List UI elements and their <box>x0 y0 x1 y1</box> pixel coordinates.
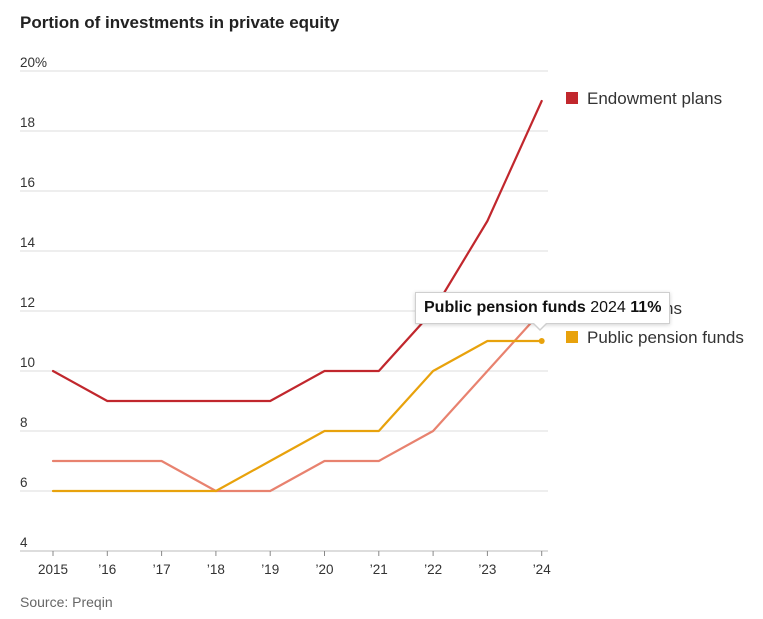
hover-tooltip: Public pension funds 2024 11% <box>415 292 671 324</box>
x-tick-label: ’19 <box>261 562 279 577</box>
y-tick-label: 6 <box>20 475 28 490</box>
y-tick-label: 12 <box>20 295 35 310</box>
legend-swatch <box>566 331 578 343</box>
series-line <box>51 309 543 493</box>
y-tick-label: 18 <box>20 115 35 130</box>
source-note: Source: Preqin <box>20 594 113 610</box>
y-tick-label: 8 <box>20 415 28 430</box>
tooltip-series: Public pension funds <box>424 299 586 316</box>
legend-swatch <box>566 92 578 104</box>
chart-title: Portion of investments in private equity <box>20 13 340 32</box>
x-tick-label: ’20 <box>315 562 333 577</box>
gridlines <box>20 70 548 552</box>
series-line <box>51 339 543 493</box>
y-axis-ticks: 20% 18 16 14 12 10 8 6 4 <box>20 55 47 550</box>
x-tick-label: ’22 <box>424 562 442 577</box>
x-axis-ticks: 2015 ’16 ’17 ’18 ’19 ’20 ’21 ’22 ’23 ’24 <box>38 551 551 577</box>
y-tick-label: 14 <box>20 235 36 250</box>
legend-label: Public pension funds <box>587 328 744 347</box>
hover-point <box>538 338 545 344</box>
series-lines <box>51 99 545 493</box>
series-line <box>51 99 543 403</box>
y-tick-label: 10 <box>20 355 35 370</box>
tooltip-value: 11% <box>630 299 662 316</box>
y-tick-label: 4 <box>20 535 28 550</box>
x-tick-label: ’21 <box>370 562 388 577</box>
y-tick-label: 20% <box>20 55 47 70</box>
x-tick-label: ’16 <box>98 562 116 577</box>
y-tick-label: 16 <box>20 175 35 190</box>
x-tick-label: ’24 <box>533 562 552 577</box>
x-tick-label: ’18 <box>207 562 225 577</box>
legend-label: Endowment plans <box>587 89 722 108</box>
x-tick-label: 2015 <box>38 562 68 577</box>
tooltip-year: 2024 <box>590 299 626 316</box>
tooltip-caret-inner <box>533 322 547 329</box>
x-tick-label: ’23 <box>478 562 496 577</box>
x-tick-label: ’17 <box>153 562 171 577</box>
